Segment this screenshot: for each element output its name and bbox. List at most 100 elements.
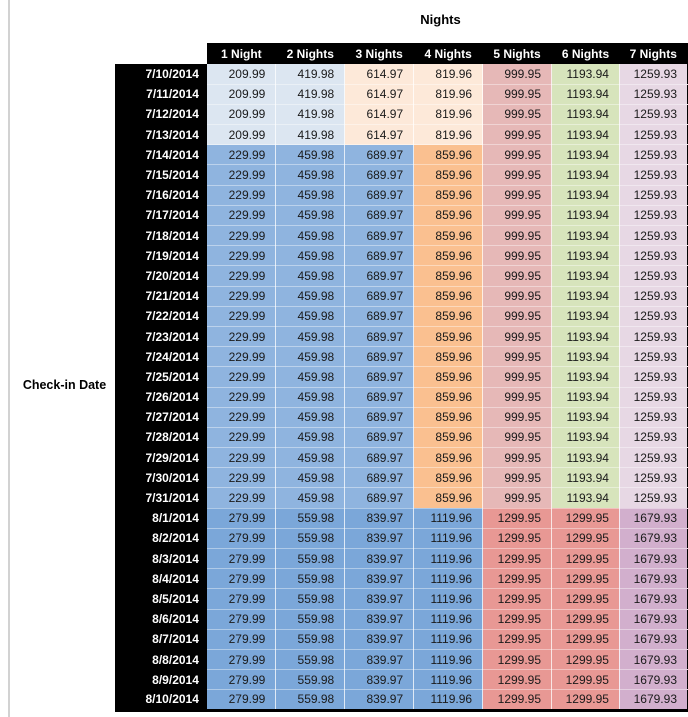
row-header-date: 7/16/2014 bbox=[115, 185, 207, 206]
price-cell: 839.97 bbox=[344, 568, 415, 590]
price-cell: 559.98 bbox=[275, 609, 346, 630]
row-header-date: 7/13/2014 bbox=[115, 124, 207, 145]
price-cell: 1259.93 bbox=[619, 487, 688, 509]
price-cell: 1299.95 bbox=[482, 568, 553, 590]
price-cell: 859.96 bbox=[413, 346, 484, 368]
price-cell: 1259.93 bbox=[619, 164, 688, 186]
table-row: 7/24/2014 229.99 459.98 689.97 859.96 999.95 1… bbox=[115, 346, 688, 368]
price-cell: 1119.96 bbox=[413, 568, 484, 590]
header-row: 1 Night 2 Nights 3 Nights 4 Nights 5 Nights 6… bbox=[115, 43, 688, 64]
price-cell: 229.99 bbox=[206, 387, 277, 408]
price-cell: 1259.93 bbox=[619, 427, 688, 449]
price-cell: 1299.95 bbox=[551, 649, 620, 671]
row-header-date: 7/21/2014 bbox=[115, 286, 207, 307]
table-row: 8/6/2014 279.99 559.98 839.97 1119.96 1299.95… bbox=[115, 609, 688, 630]
price-cell: 459.98 bbox=[275, 286, 346, 307]
price-cell: 419.98 bbox=[275, 104, 346, 126]
price-cell: 1259.93 bbox=[619, 326, 688, 348]
row-header-date: 8/3/2014 bbox=[115, 548, 207, 569]
row-header-date: 7/24/2014 bbox=[115, 346, 207, 367]
price-cell: 1259.93 bbox=[619, 84, 688, 105]
price-cell: 229.99 bbox=[206, 447, 277, 469]
price-cell: 1259.93 bbox=[619, 185, 688, 206]
price-cell: 999.95 bbox=[482, 104, 553, 126]
row-header-date: 8/10/2014 bbox=[115, 689, 207, 710]
row-header-date: 7/14/2014 bbox=[115, 144, 207, 165]
table-row: 7/22/2014 229.99 459.98 689.97 859.96 999.95 1… bbox=[115, 306, 688, 327]
table-row: 7/23/2014 229.99 459.98 689.97 859.96 999.95 1… bbox=[115, 326, 688, 348]
price-cell: 999.95 bbox=[482, 366, 553, 388]
price-cell: 1119.96 bbox=[413, 528, 484, 550]
price-cell: 859.96 bbox=[413, 326, 484, 348]
price-cell: 999.95 bbox=[482, 306, 553, 327]
price-cell: 459.98 bbox=[275, 144, 346, 166]
table-row: 7/29/2014 229.99 459.98 689.97 859.96 999.95 1… bbox=[115, 447, 688, 469]
row-header-date: 7/29/2014 bbox=[115, 447, 207, 468]
price-cell: 1193.94 bbox=[551, 427, 620, 449]
price-cell: 1193.94 bbox=[551, 185, 620, 206]
price-cell: 999.95 bbox=[482, 326, 553, 348]
price-cell: 999.95 bbox=[482, 64, 553, 85]
price-cell: 999.95 bbox=[482, 286, 553, 307]
price-cell: 459.98 bbox=[275, 467, 346, 489]
price-cell: 559.98 bbox=[275, 689, 346, 711]
price-cell: 1299.95 bbox=[482, 629, 553, 650]
price-cell: 689.97 bbox=[344, 387, 415, 408]
price-cell: 279.99 bbox=[206, 528, 277, 550]
row-header-date: 8/7/2014 bbox=[115, 629, 207, 650]
row-header-date: 8/1/2014 bbox=[115, 508, 207, 529]
table-row: 7/12/2014 209.99 419.98 614.97 819.96 999.95 1… bbox=[115, 104, 688, 126]
price-cell: 999.95 bbox=[482, 387, 553, 408]
price-cell: 459.98 bbox=[275, 346, 346, 368]
price-cell: 1299.95 bbox=[551, 609, 620, 630]
price-cell: 1259.93 bbox=[619, 387, 688, 408]
price-cell: 1193.94 bbox=[551, 326, 620, 348]
price-cell: 1119.96 bbox=[413, 629, 484, 650]
table-row: 7/10/2014 209.99 419.98 614.97 819.96 999.95 1… bbox=[115, 64, 688, 85]
price-cell: 1193.94 bbox=[551, 366, 620, 388]
price-cell: 1193.94 bbox=[551, 164, 620, 186]
price-cell: 689.97 bbox=[344, 164, 415, 186]
row-header-date: 7/11/2014 bbox=[115, 84, 207, 105]
row-header-date: 8/2/2014 bbox=[115, 528, 207, 549]
row-header-date: 7/20/2014 bbox=[115, 265, 207, 287]
price-cell: 839.97 bbox=[344, 548, 415, 570]
row-header-date: 8/6/2014 bbox=[115, 609, 207, 630]
row-header-date: 7/31/2014 bbox=[115, 487, 207, 509]
price-cell: 1299.95 bbox=[551, 669, 620, 691]
price-cell: 1679.93 bbox=[619, 649, 688, 671]
price-cell: 1259.93 bbox=[619, 286, 688, 307]
table-row: 7/11/2014 209.99 419.98 614.97 819.96 999.95 1… bbox=[115, 84, 688, 105]
price-cell: 279.99 bbox=[206, 649, 277, 671]
price-cell: 1679.93 bbox=[619, 669, 688, 691]
corner-cell bbox=[115, 43, 207, 64]
price-cell: 459.98 bbox=[275, 306, 346, 327]
price-cell: 1259.93 bbox=[619, 225, 688, 247]
price-cell: 859.96 bbox=[413, 144, 484, 166]
price-cell: 459.98 bbox=[275, 326, 346, 348]
price-cell: 1119.96 bbox=[413, 649, 484, 671]
price-cell: 229.99 bbox=[206, 185, 277, 206]
price-cell: 819.96 bbox=[413, 104, 484, 126]
row-header-date: 7/27/2014 bbox=[115, 407, 207, 428]
price-cell: 999.95 bbox=[482, 245, 553, 267]
price-cell: 999.95 bbox=[482, 265, 553, 287]
price-cell: 859.96 bbox=[413, 164, 484, 186]
price-cell: 1299.95 bbox=[482, 689, 553, 711]
price-cell: 1259.93 bbox=[619, 104, 688, 126]
price-cell: 1193.94 bbox=[551, 407, 620, 428]
table-row: 7/18/2014 229.99 459.98 689.97 859.96 999.95 1… bbox=[115, 225, 688, 247]
table-row: 7/16/2014 229.99 459.98 689.97 859.96 999.95 1… bbox=[115, 185, 688, 206]
price-cell: 229.99 bbox=[206, 205, 277, 227]
price-cell: 229.99 bbox=[206, 245, 277, 267]
price-cell: 1299.95 bbox=[551, 548, 620, 570]
price-cell: 279.99 bbox=[206, 568, 277, 590]
row-header-date: 7/19/2014 bbox=[115, 245, 207, 266]
table-row: 7/26/2014 229.99 459.98 689.97 859.96 999.95 1… bbox=[115, 387, 688, 408]
table-row: 7/31/2014 229.99 459.98 689.97 859.96 999.95 1… bbox=[115, 487, 688, 509]
table-row: 7/20/2014 229.99 459.98 689.97 859.96 999.95 1… bbox=[115, 265, 688, 287]
price-cell: 689.97 bbox=[344, 326, 415, 348]
price-cell: 1193.94 bbox=[551, 205, 620, 227]
price-cell: 614.97 bbox=[344, 84, 415, 105]
price-cell: 689.97 bbox=[344, 225, 415, 247]
